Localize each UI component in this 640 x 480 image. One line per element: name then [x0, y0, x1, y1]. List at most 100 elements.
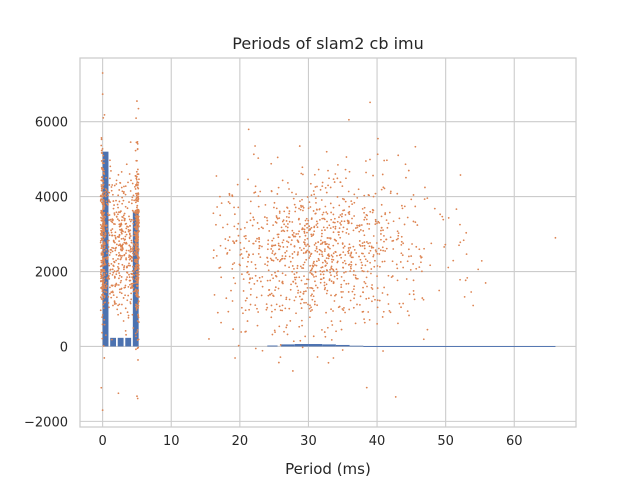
- scatter-point: [239, 228, 242, 231]
- scatter-point: [332, 178, 335, 181]
- scatter-point: [285, 215, 288, 218]
- scatter-point: [465, 231, 468, 234]
- scatter-point: [101, 214, 104, 216]
- scatter-point: [101, 409, 104, 412]
- scatter-point: [294, 278, 297, 281]
- scatter-point: [231, 300, 234, 302]
- scatter-point: [208, 338, 210, 340]
- scatter-point: [100, 296, 102, 299]
- scatter-point: [285, 296, 288, 299]
- scatter-point: [108, 214, 111, 216]
- scatter-point: [290, 283, 292, 286]
- scatter-point: [342, 246, 345, 249]
- scatter-point: [349, 246, 352, 249]
- scatter-point: [120, 237, 123, 240]
- scatter-point: [124, 185, 127, 188]
- scatter-point: [328, 237, 330, 239]
- scatter-point: [383, 234, 385, 237]
- scatter-point: [135, 250, 138, 253]
- scatter-point: [129, 235, 132, 237]
- scatter-point: [304, 234, 307, 237]
- scatter-point: [316, 356, 319, 358]
- scatter-point: [249, 303, 252, 306]
- scatter-point: [366, 270, 369, 273]
- histogram-bar: [308, 344, 323, 347]
- scatter-point: [103, 357, 106, 359]
- scatter-point: [309, 304, 311, 307]
- scatter-point: [345, 177, 347, 180]
- scatter-point: [289, 320, 292, 322]
- histogram-bar: [335, 344, 350, 347]
- scatter-point: [107, 239, 110, 242]
- scatter-point: [136, 140, 139, 143]
- scatter-point: [135, 243, 138, 246]
- scatter-point: [305, 301, 307, 304]
- scatter-point: [376, 322, 379, 325]
- scatter-point: [227, 310, 230, 313]
- scatter-point: [385, 247, 388, 250]
- scatter-point: [115, 199, 117, 202]
- scatter-point: [137, 300, 140, 303]
- scatter-point: [125, 258, 128, 261]
- scatter-point: [283, 230, 286, 233]
- scatter-point: [278, 217, 281, 220]
- scatter-point: [314, 270, 317, 273]
- scatter-point: [115, 296, 118, 299]
- scatter-point: [106, 277, 109, 280]
- scatter-point: [279, 245, 282, 248]
- scatter-point: [322, 273, 325, 276]
- scatter-point: [102, 280, 105, 283]
- histogram-bar: [281, 344, 295, 347]
- scatter-point: [315, 275, 317, 278]
- scatter-point: [316, 185, 318, 188]
- scatter-point: [288, 188, 290, 190]
- scatter-point: [227, 239, 230, 242]
- scatter-point: [332, 226, 335, 228]
- scatter-point: [321, 250, 323, 253]
- scatter-point: [128, 218, 131, 221]
- scatter-point: [236, 183, 239, 186]
- scatter-point: [130, 218, 133, 221]
- scatter-point: [102, 294, 104, 297]
- scatter-point: [131, 313, 134, 316]
- scatter-point: [317, 241, 320, 243]
- scatter-point: [403, 223, 406, 226]
- scatter-point: [421, 297, 424, 299]
- scatter-point: [109, 269, 112, 271]
- scatter-point: [306, 237, 309, 240]
- scatter-point: [118, 274, 121, 277]
- scatter-point: [128, 236, 131, 239]
- scatter-point: [100, 233, 103, 236]
- scatter-point: [332, 231, 335, 234]
- scatter-point: [284, 307, 287, 310]
- scatter-point: [114, 284, 117, 286]
- scatter-point: [335, 330, 337, 333]
- scatter-point: [219, 214, 222, 217]
- scatter-point: [257, 195, 260, 198]
- scatter-point: [396, 267, 399, 270]
- scatter-point: [330, 308, 332, 311]
- scatter-point: [410, 198, 413, 201]
- x-tick-label: 40: [369, 434, 386, 449]
- scatter-point: [311, 309, 313, 311]
- scatter-point: [398, 217, 401, 220]
- scatter-point: [105, 202, 108, 205]
- scatter-point: [288, 266, 290, 269]
- scatter-point: [348, 170, 351, 173]
- scatter-point: [270, 304, 273, 307]
- scatter-point: [415, 245, 418, 248]
- scatter-point: [374, 298, 376, 301]
- scatter-point: [99, 241, 102, 244]
- scatter-point: [326, 226, 329, 229]
- scatter-point: [354, 274, 357, 277]
- scatter-point: [101, 264, 104, 267]
- scatter-point: [130, 292, 133, 295]
- scatter-point: [368, 227, 371, 230]
- scatter-point: [362, 270, 365, 273]
- scatter-point: [242, 290, 245, 292]
- scatter-point: [315, 264, 318, 267]
- scatter-point: [303, 261, 306, 264]
- scatter-point: [272, 244, 275, 247]
- scatter-point: [480, 259, 483, 262]
- scatter-point: [321, 261, 324, 264]
